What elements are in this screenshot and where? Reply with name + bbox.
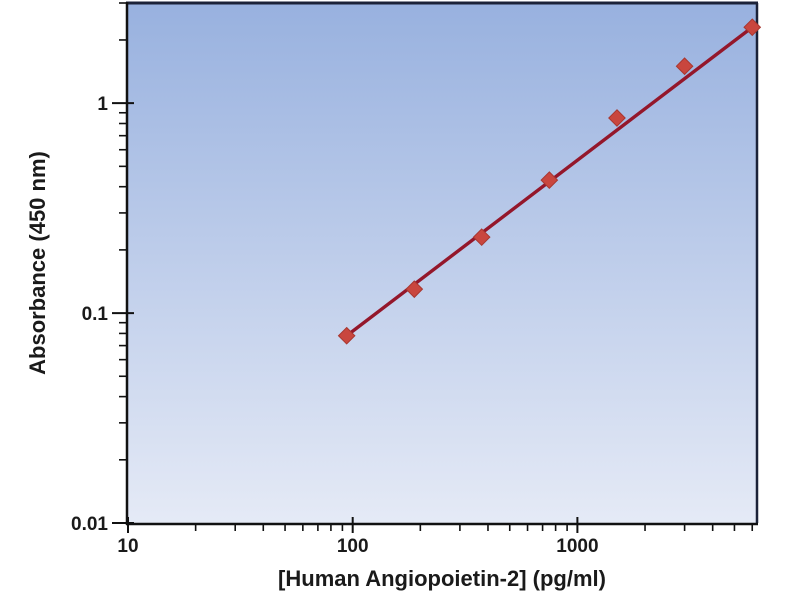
data-point-marker: [608, 109, 626, 127]
data-point-marker: [743, 18, 762, 37]
data-point-marker: [337, 326, 356, 345]
y-axis-tick-label: 1: [97, 94, 108, 115]
y-axis-tick-label: 0.01: [71, 514, 108, 535]
x-axis-tick-label: 10: [117, 536, 138, 557]
x-axis-tick-label: 1000: [556, 536, 598, 557]
y-axis-title: Absorbance (450 nm): [25, 151, 50, 375]
x-axis-tick-label: 100: [337, 536, 369, 557]
data-point-marker: [675, 57, 694, 76]
data-point-marker: [405, 280, 424, 299]
y-axis-tick-label: 0.1: [82, 304, 109, 325]
data-point-marker: [540, 171, 559, 190]
data-point-marker: [472, 228, 491, 247]
x-axis-title: [Human Angiopoietin-2] (pg/ml): [278, 566, 606, 591]
